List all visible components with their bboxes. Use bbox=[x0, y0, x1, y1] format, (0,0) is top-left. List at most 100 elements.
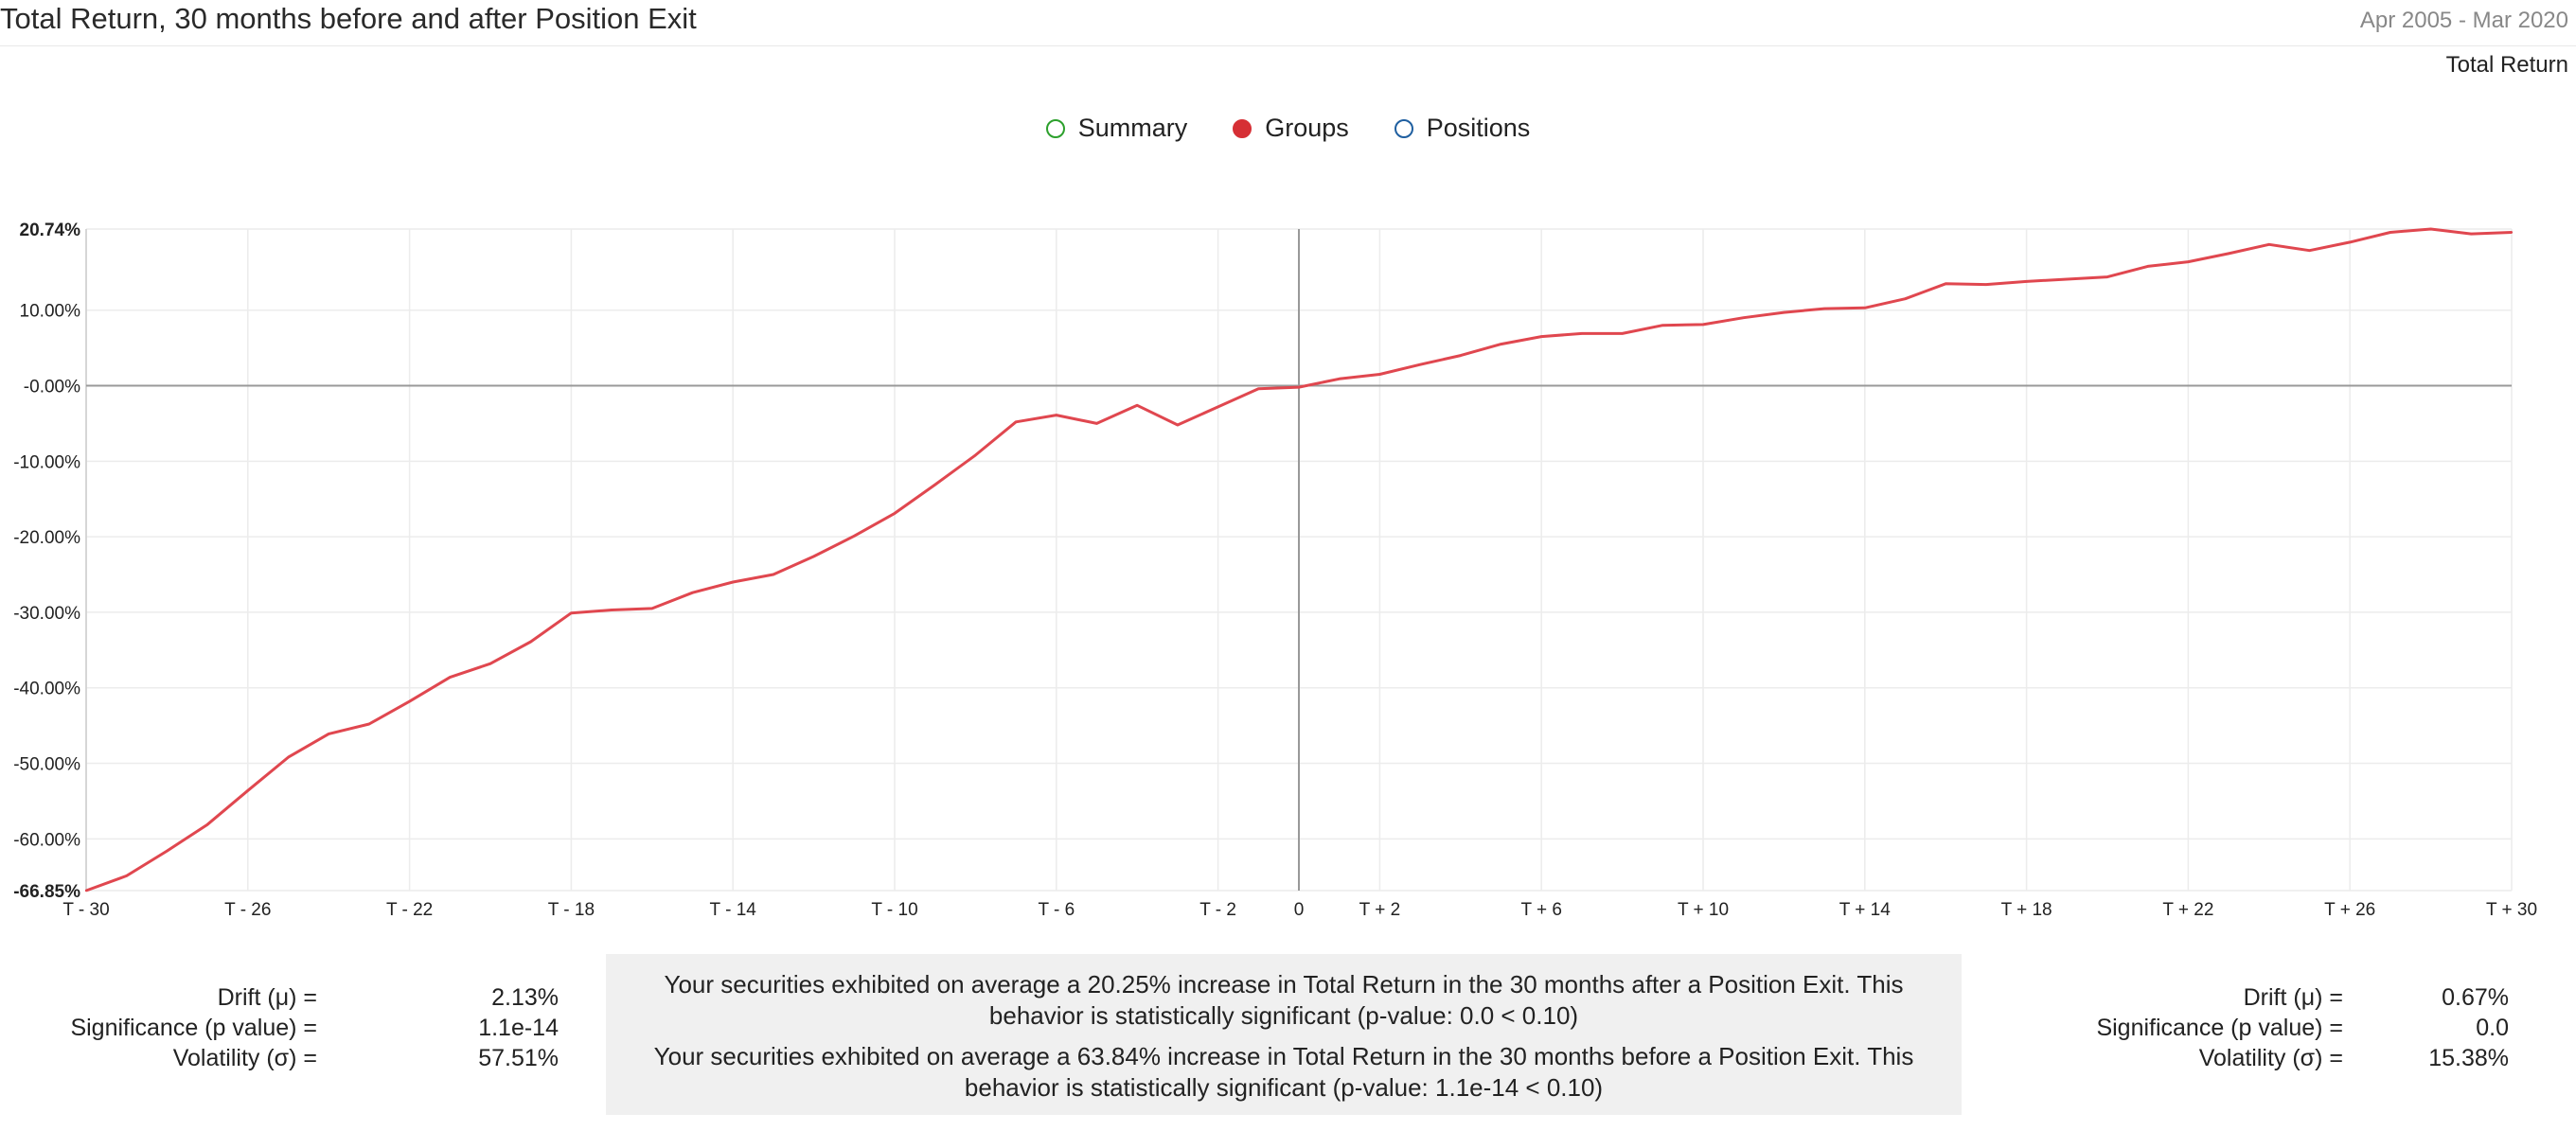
stat-value-volatility: 15.38% bbox=[2428, 1045, 2509, 1071]
stat-row-volatility: Volatility (σ) = 57.51% bbox=[0, 1045, 587, 1075]
data-point bbox=[1904, 297, 1907, 300]
data-point bbox=[1418, 363, 1422, 366]
data-point bbox=[1338, 378, 1341, 380]
data-point bbox=[1742, 316, 1745, 319]
y-tick-label: -10.00% bbox=[13, 452, 80, 472]
data-point bbox=[1217, 405, 1219, 409]
legend-item-summary[interactable]: Summary bbox=[1045, 114, 1188, 143]
x-tick-label: T - 22 bbox=[386, 900, 433, 920]
legend-label-groups: Groups bbox=[1265, 114, 1349, 142]
data-point bbox=[1863, 307, 1867, 309]
stats-before-exit: Drift (μ) = 2.13% Significance (p value)… bbox=[0, 984, 587, 1075]
stat-value-significance: 1.1e-14 bbox=[478, 1015, 559, 1041]
data-point bbox=[2066, 277, 2069, 281]
legend-positions-circle-icon bbox=[1394, 118, 1413, 138]
data-point bbox=[1014, 420, 1018, 423]
stat-row-significance: Significance (p value) = 1.1e-14 bbox=[0, 1015, 587, 1045]
chart-title: Total Return, 30 months before and after… bbox=[0, 2, 697, 35]
summary-after-exit-text: Your securities exhibited on average a 2… bbox=[664, 970, 1904, 1030]
data-point bbox=[1661, 324, 1664, 327]
stat-row-volatility: Volatility (σ) = 15.38% bbox=[1969, 1045, 2537, 1075]
data-point bbox=[812, 555, 815, 558]
stat-row-drift: Drift (μ) = 2.13% bbox=[0, 984, 587, 1015]
legend-item-positions[interactable]: Positions bbox=[1394, 114, 1531, 143]
data-point bbox=[489, 663, 492, 665]
legend: Summary Groups Positions bbox=[0, 114, 2576, 143]
x-tick-label: T - 30 bbox=[62, 900, 109, 920]
y-tick-label: 10.00% bbox=[20, 302, 81, 322]
data-point bbox=[691, 592, 694, 594]
data-point bbox=[1378, 373, 1381, 376]
x-tick-label: T + 22 bbox=[2162, 900, 2213, 920]
data-point bbox=[2227, 252, 2230, 256]
data-point bbox=[1459, 354, 1463, 357]
legend-summary-circle-icon bbox=[1045, 118, 1065, 138]
stat-label-volatility: Volatility (σ) = bbox=[2198, 1045, 2343, 1071]
legend-label-summary: Summary bbox=[1077, 114, 1188, 142]
stat-label-drift: Drift (μ) = bbox=[2243, 984, 2343, 1011]
y-tick-label: -66.85% bbox=[13, 882, 80, 902]
stat-value-drift: 0.67% bbox=[2442, 984, 2509, 1011]
header-divider bbox=[0, 45, 2576, 46]
data-point bbox=[1783, 310, 1785, 314]
legend-label-positions: Positions bbox=[1426, 114, 1531, 142]
x-tick-label: T + 18 bbox=[2001, 900, 2052, 920]
stats-after-exit: Drift (μ) = 0.67% Significance (p value)… bbox=[1969, 984, 2537, 1075]
y-tick-label: -60.00% bbox=[13, 830, 80, 850]
data-point bbox=[1540, 335, 1543, 338]
x-tick-label: T - 6 bbox=[1038, 900, 1075, 920]
x-tick-label: T - 14 bbox=[710, 900, 757, 920]
y-tick-label: -20.00% bbox=[13, 528, 80, 548]
data-point bbox=[205, 823, 209, 826]
x-tick-label: T - 2 bbox=[1199, 900, 1236, 920]
y-tick-label: -50.00% bbox=[13, 755, 80, 775]
data-point bbox=[1055, 414, 1058, 416]
data-point bbox=[650, 607, 653, 610]
data-point bbox=[2510, 231, 2514, 234]
data-point bbox=[1297, 385, 1301, 389]
data-point bbox=[2187, 260, 2190, 263]
data-point bbox=[1500, 343, 1502, 345]
x-tick-label: T + 26 bbox=[2324, 900, 2375, 920]
data-point bbox=[732, 580, 735, 584]
data-point bbox=[84, 889, 88, 892]
stat-label-significance: Significance (p value) = bbox=[70, 1015, 317, 1041]
stat-value-drift: 2.13% bbox=[491, 984, 559, 1011]
stat-label-drift: Drift (μ) = bbox=[217, 984, 317, 1011]
data-point bbox=[2025, 280, 2028, 283]
x-tick-label: T + 6 bbox=[1520, 900, 1561, 920]
legend-item-groups[interactable]: Groups bbox=[1233, 114, 1349, 143]
data-point bbox=[1984, 283, 1988, 286]
data-point bbox=[2308, 249, 2311, 252]
data-point bbox=[2349, 240, 2352, 244]
metric-label: Total Return bbox=[2445, 52, 2568, 78]
data-point bbox=[1580, 332, 1584, 335]
data-point bbox=[287, 755, 290, 759]
data-point bbox=[893, 512, 897, 515]
data-point bbox=[570, 611, 573, 614]
line-chart: 20.74% 10.00% -0.00% -10.00% -20.00% -30.00% -… bbox=[13, 221, 2537, 920]
data-point bbox=[125, 875, 128, 877]
data-point bbox=[1095, 422, 1098, 425]
x-tick-label: T + 14 bbox=[1839, 900, 1891, 920]
data-point bbox=[2389, 231, 2392, 234]
x-tick-label: T + 10 bbox=[1678, 900, 1729, 920]
legend-groups-circle-icon bbox=[1233, 118, 1252, 138]
data-point bbox=[610, 609, 613, 611]
data-point bbox=[449, 676, 452, 679]
data-point bbox=[1945, 282, 1947, 285]
x-tick-label: T - 18 bbox=[548, 900, 595, 920]
y-tick-label: -40.00% bbox=[13, 680, 80, 699]
stat-value-significance: 0.0 bbox=[2476, 1015, 2509, 1041]
stat-row-significance: Significance (p value) = 0.0 bbox=[1969, 1015, 2537, 1045]
x-tick-label: 0 bbox=[1294, 900, 1305, 920]
data-point bbox=[1136, 404, 1139, 407]
data-point bbox=[974, 453, 977, 457]
data-point bbox=[246, 789, 249, 792]
data-point bbox=[1176, 423, 1180, 427]
stat-label-significance: Significance (p value) = bbox=[2096, 1015, 2343, 1041]
stat-row-drift: Drift (μ) = 0.67% bbox=[1969, 984, 2537, 1015]
summary-before-exit-text: Your securities exhibited on average a 6… bbox=[653, 1042, 1914, 1102]
data-point bbox=[1257, 387, 1260, 390]
data-point bbox=[853, 535, 856, 538]
